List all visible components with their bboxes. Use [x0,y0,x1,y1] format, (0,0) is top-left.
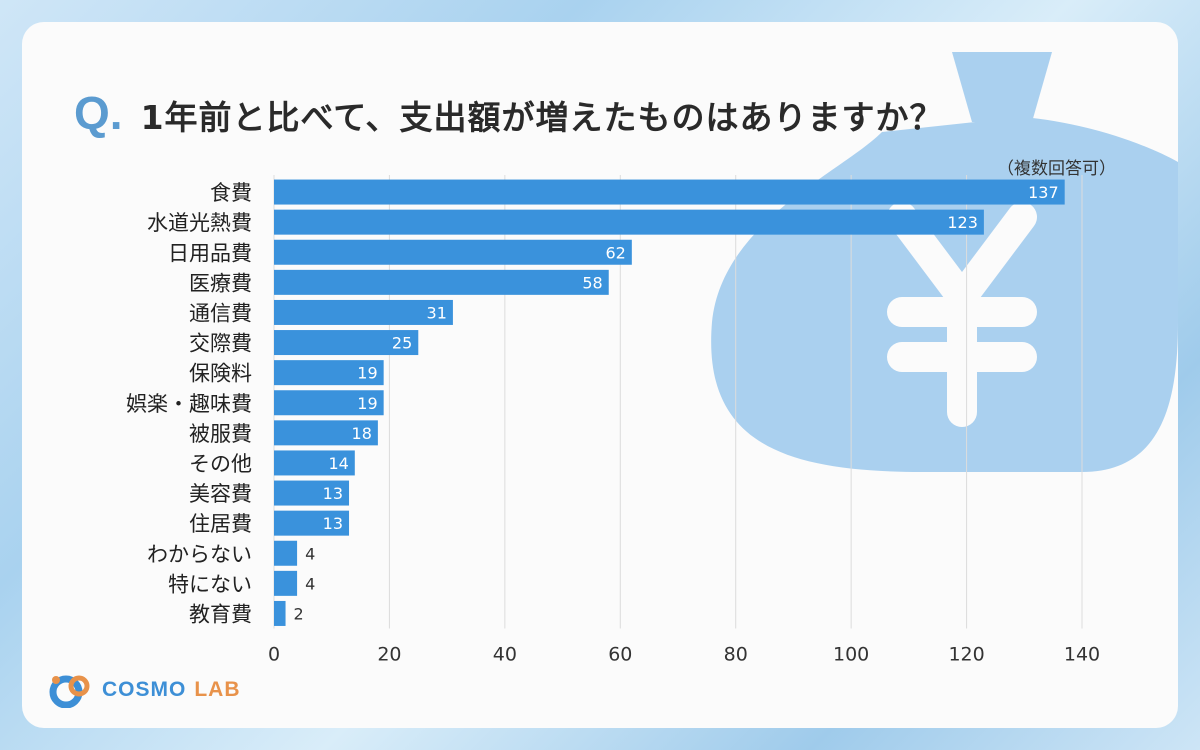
bar [274,480,350,506]
value-label: 137 [1028,183,1059,202]
value-label: 13 [323,484,343,503]
q-dot: . [109,87,123,139]
value-label: 2 [294,604,304,623]
bar [274,239,632,265]
chart-title: 1年前と比べて、支出額が増えたものはありますか？ [140,98,944,137]
cosmo-lab-logo-icon [49,675,90,708]
x-tick-label: 40 [493,644,517,666]
bar [274,450,355,476]
category-label: 美容費 [189,482,252,506]
category-label: 医療費 [189,271,252,295]
chart-card: Q. 1年前と比べて、支出額が増えたものはありますか？ （複数回答可） 0 20 4… [22,22,1178,728]
bar [274,420,378,446]
bar [274,510,350,536]
bar [274,269,609,295]
q-mark: Q [74,87,110,139]
category-label: その他 [189,452,252,476]
category-label: 特にない [168,572,252,596]
bar [274,600,286,626]
value-label: 19 [357,394,377,413]
category-label: 住居費 [189,512,252,536]
x-tick-label: 60 [608,644,632,666]
category-label: 保険料 [189,362,252,386]
value-label: 4 [305,544,315,563]
value-label: 25 [392,334,412,353]
bar-chart: 0 20 40 60 80 100 120 140 食費 137 水道光熱費 123 日用品費 62 医療費… [126,175,1100,666]
category-label: 通信費 [189,301,252,325]
bar [274,360,384,386]
bar [274,570,298,596]
x-tick-label: 140 [1064,644,1100,666]
category-label: 日用品費 [168,241,252,265]
money-bag-illustration [711,52,1178,472]
title-row: Q. 1年前と比べて、支出額が増えたものはありますか？ [74,86,944,140]
bar [274,299,453,325]
value-label: 58 [582,273,602,292]
value-label: 31 [427,303,447,322]
brand-logo: COSMO LAB [48,672,241,708]
x-tick-label: 20 [377,644,401,666]
x-tick-label: 0 [268,644,280,666]
value-label: 19 [357,364,377,383]
value-label: 4 [305,574,315,593]
logo-name-a: COSMO [102,678,187,701]
category-label: 教育費 [189,602,252,626]
category-label: 娯楽・趣味費 [126,392,252,416]
bar [274,390,384,416]
logo-name-b: LAB [194,678,241,701]
bar [274,209,984,235]
value-label: 13 [323,514,343,533]
value-label: 14 [328,454,348,473]
x-tick-label: 120 [948,644,984,666]
bar [274,179,1065,205]
value-label: 18 [352,424,372,443]
category-label: わからない [147,542,252,566]
value-label: 123 [947,213,978,232]
bar [274,540,298,566]
chart-subtitle: （複数回答可） [997,159,1116,179]
category-label: 被服費 [189,422,252,446]
value-label: 62 [605,243,625,262]
category-label: 食費 [210,181,252,205]
x-tick-label: 80 [724,644,748,666]
x-tick-label: 100 [833,644,869,666]
category-label: 水道光熱費 [147,211,252,235]
category-label: 交際費 [189,332,252,356]
bar [274,330,419,356]
